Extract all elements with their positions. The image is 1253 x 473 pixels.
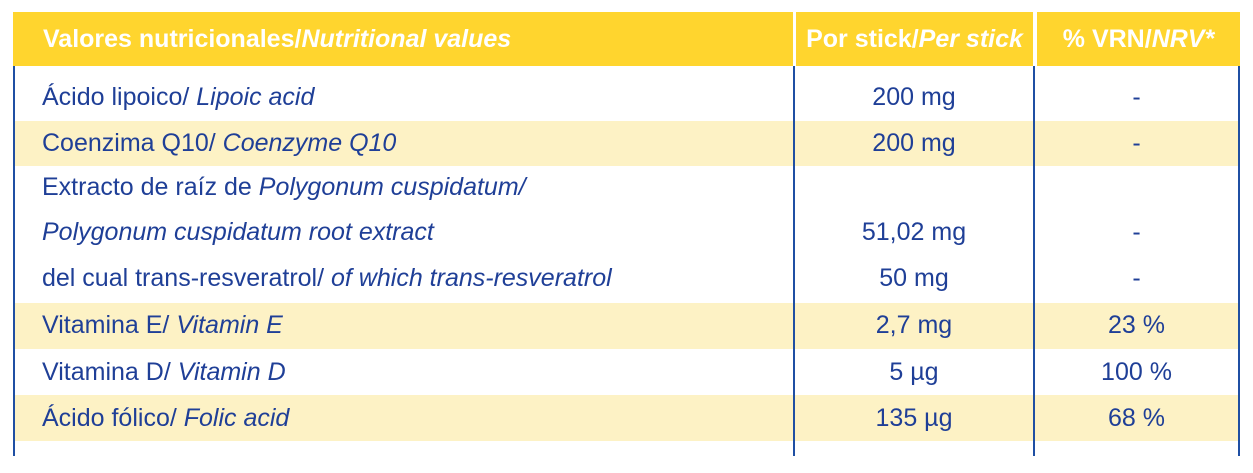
table-row-label: Coenzima Q10/ Coenzyme Q10 (42, 128, 396, 158)
label-en: Folic acid (183, 404, 290, 432)
nrv-cell: - (1132, 218, 1141, 246)
label-es: del cual trans-resveratrol/ (42, 264, 332, 292)
amount-cell: 135 µg (875, 404, 953, 432)
header-nrv: % VRN/ NRV* (1037, 12, 1240, 66)
header-col2-en: Per stick (918, 24, 1023, 53)
header-col3-es: % VRN/ (1062, 24, 1152, 53)
label-es: Coenzima Q10/ (42, 129, 223, 157)
label-en: Vitamin E (176, 311, 283, 339)
table-row-label: Ácido lipoico/ Lipoic acid (42, 82, 314, 112)
nrv-cell: 100 % (1101, 358, 1172, 386)
label-es: Vitamina D/ (42, 358, 178, 386)
amount-cell: 200 mg (872, 83, 956, 111)
label-en: Lipoic acid (196, 83, 315, 111)
table-row-label: del cual trans-resveratrol/ of which tra… (42, 263, 612, 293)
label-en: of which trans-resveratrol (331, 264, 612, 292)
label-en-line2: Polygonum cuspidatum root extract (42, 218, 434, 246)
nrv-cell: - (1132, 129, 1141, 157)
nrv-cell: - (1132, 83, 1141, 111)
amount-cell: 50 mg (879, 264, 949, 292)
header-col1-en: Nutritional values (301, 24, 512, 53)
label-en: Vitamin D (177, 358, 286, 386)
column-divider (793, 66, 795, 456)
header-col2-es: Por stick/ (806, 24, 919, 53)
table-border-right (1238, 66, 1240, 456)
label-en: Coenzyme Q10 (222, 129, 397, 157)
table-row-label: Vitamina E/ Vitamin E (42, 310, 283, 340)
label-es: Ácido lipoico/ (42, 83, 197, 111)
header-per-stick: Por stick/ Per stick (796, 12, 1033, 66)
label-en: Polygonum cuspidatum/ (258, 173, 526, 201)
label-es: Vitamina E/ (42, 311, 177, 339)
table-row-label: Extracto de raíz de Polygonum cuspidatum… (42, 172, 526, 202)
column-divider (1033, 66, 1035, 456)
header-col3-en: NRV* (1151, 24, 1215, 53)
header-nutritional-values: Valores nutricionales/ Nutritional value… (13, 12, 793, 66)
nrv-cell: 23 % (1108, 311, 1165, 339)
amount-cell: 5 µg (889, 358, 939, 386)
table-row-label-line2: Polygonum cuspidatum root extract (42, 217, 434, 247)
label-es: Ácido fólico/ (42, 404, 184, 432)
table-border-left (13, 66, 15, 456)
table-row-label: Ácido fólico/ Folic acid (42, 403, 289, 433)
amount-cell: 51,02 mg (861, 218, 967, 246)
header-col1-es: Valores nutricionales/ (43, 24, 302, 53)
amount-cell: 200 mg (872, 129, 956, 157)
nrv-cell: 68 % (1108, 404, 1165, 432)
table-row-label: Vitamina D/ Vitamin D (42, 357, 286, 387)
label-es: Extracto de raíz de (42, 173, 259, 201)
amount-cell: 2,7 mg (875, 311, 953, 339)
nrv-cell: - (1132, 264, 1141, 292)
